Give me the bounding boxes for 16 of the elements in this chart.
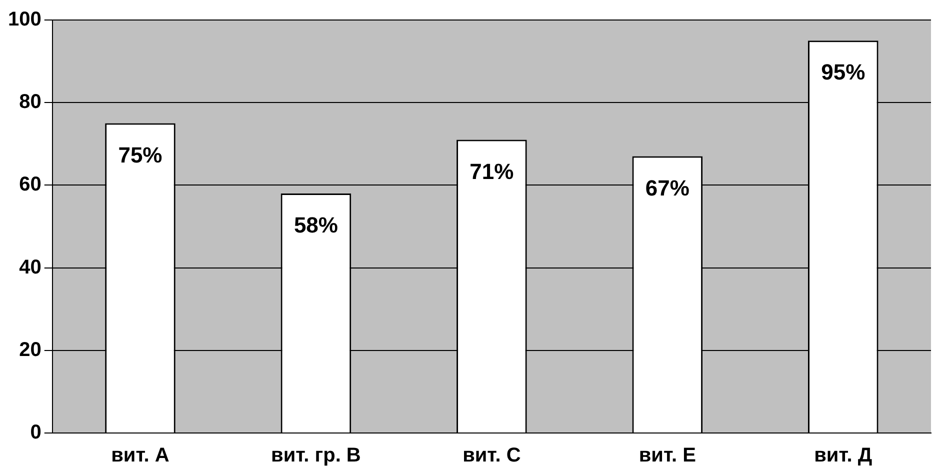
y-tick-label: 40 [19,256,42,278]
y-tick-label: 100 [8,8,42,31]
data-label: 75% [118,142,162,168]
y-tick-label: 0 [30,422,42,444]
x-tick-label: вит. А [111,444,170,467]
y-tick-label: 20 [19,338,42,361]
x-tick-label: вит. гр. В [271,444,361,467]
x-tick-label: вит. С [462,444,521,467]
data-label: 71% [470,158,514,184]
data-label: 58% [294,212,338,238]
y-tick-label: 60 [19,174,42,196]
data-label: 95% [821,60,866,85]
x-tick-label: вит. Д [814,444,872,467]
data-label: 67% [645,175,690,200]
y-tick-label: 80 [19,91,42,114]
x-tick-label: вит. Е [638,444,696,467]
